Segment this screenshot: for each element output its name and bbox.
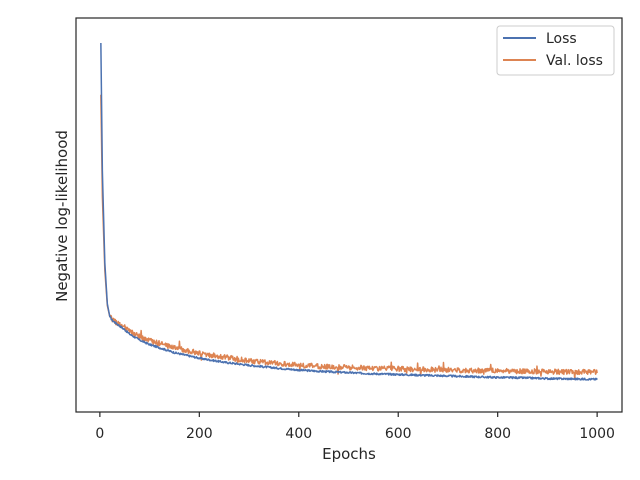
x-axis-label: Epochs: [322, 445, 376, 463]
plot-frame: [75, 17, 623, 413]
x-tick-label: 200: [186, 426, 213, 442]
series-line-val-loss: [100, 94, 598, 381]
x-tick-label: 0: [95, 426, 104, 442]
x-tick-label: 600: [385, 426, 412, 442]
series-layer: [100, 42, 598, 381]
legend-entry-loss: Loss: [546, 31, 577, 47]
legend-entry-val-loss: Val. loss: [546, 53, 603, 69]
series-line-loss: [100, 42, 598, 381]
x-tick-label: 800: [484, 426, 511, 442]
legend: Loss Val. loss: [496, 25, 615, 76]
x-tick-label: 400: [285, 426, 312, 442]
x-tick-label: 1000: [579, 426, 615, 442]
x-axis: 0 200 400 600 800 1000: [95, 412, 615, 442]
y-axis-label: Negative log-likelihood: [53, 130, 71, 302]
